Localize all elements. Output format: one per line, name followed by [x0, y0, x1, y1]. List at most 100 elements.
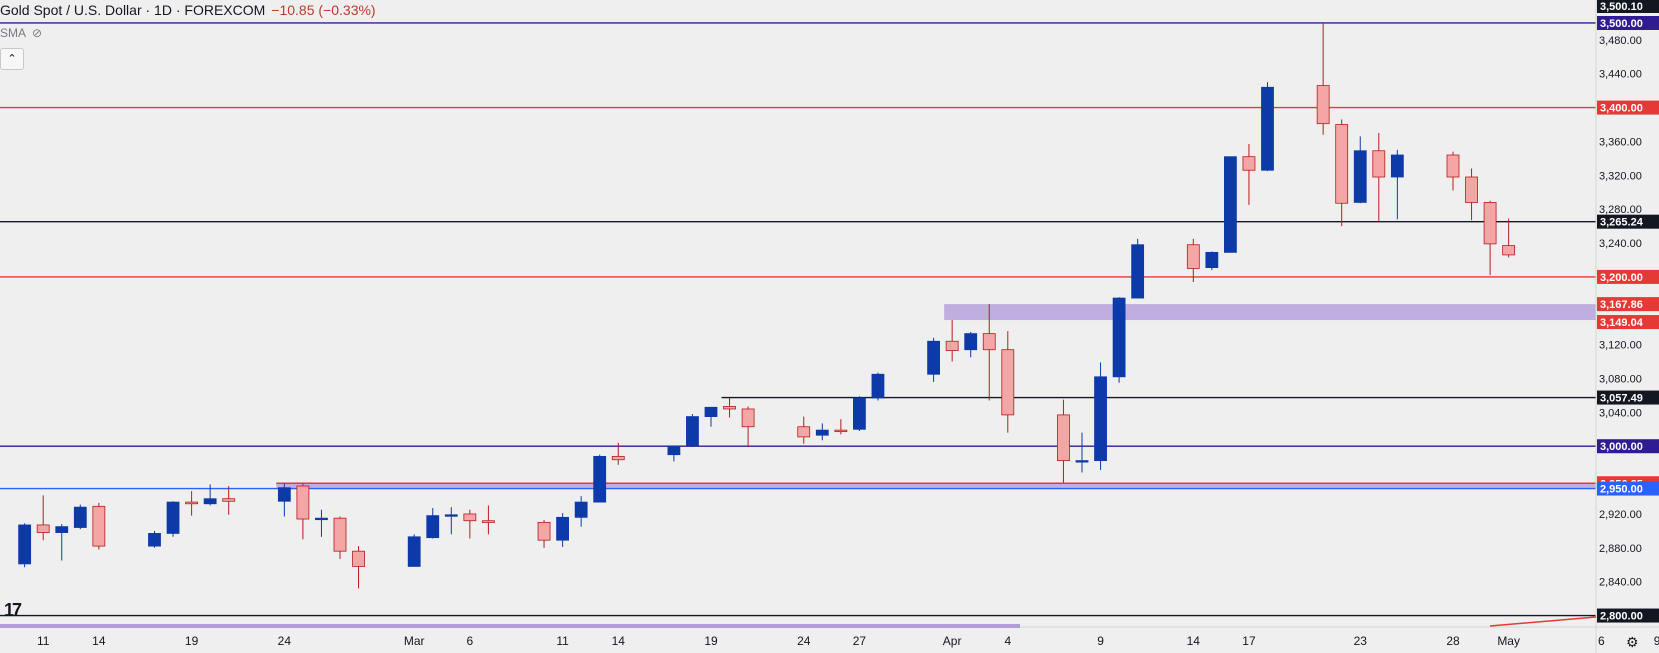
price-label: 3,265.24	[1600, 217, 1644, 229]
zone-band	[276, 483, 1659, 489]
time-tick-label: 24	[797, 634, 811, 648]
candle-body	[574, 501, 588, 518]
time-tick-label: 6	[1598, 634, 1605, 648]
time-tick-label: 9	[1654, 634, 1659, 648]
candle-body	[815, 429, 829, 436]
price-label: 3,400.00	[1600, 103, 1643, 115]
chevron-up-icon: ⌃	[7, 53, 17, 65]
time-tick-label: 24	[278, 634, 292, 648]
price-label-bg	[1597, 608, 1659, 623]
candle-body	[1186, 244, 1200, 269]
indicator-legend: SMA ⊘	[0, 26, 42, 40]
price-label-bg	[1597, 214, 1659, 229]
price-tick-label: 3,360.00	[1599, 136, 1642, 148]
indicator-name[interactable]: SMA	[0, 26, 27, 40]
time-tick-label: 28	[1446, 634, 1460, 648]
price-label-bg	[1597, 100, 1659, 115]
time-tick-label: 14	[612, 634, 626, 648]
candle-body	[92, 505, 106, 547]
price-change: −10.85 (−0.33%)	[271, 2, 376, 18]
candle-body	[853, 397, 866, 430]
candle-body	[1446, 154, 1460, 178]
candle-body	[964, 333, 978, 351]
time-tick-label: Mar	[404, 634, 425, 648]
time-tick-label: 11	[37, 634, 50, 648]
price-label: 3,200.00	[1600, 272, 1643, 284]
price-tick-label: 3,440.00	[1599, 69, 1642, 81]
price-tick-label: 3,320.00	[1599, 170, 1642, 182]
candle-body	[704, 406, 718, 417]
time-tick-label: May	[1497, 634, 1520, 648]
price-label-bg	[1597, 269, 1659, 284]
candle-body	[463, 513, 477, 522]
candles-layer	[18, 22, 1516, 589]
chart-header: Gold Spot / U.S. Dollar · 1D · FOREXCOM −…	[0, 2, 376, 18]
candle-body	[834, 429, 848, 433]
price-label-bg	[1597, 315, 1659, 330]
candle-body	[982, 333, 996, 351]
symbol-title[interactable]: Gold Spot / U.S. Dollar · 1D · FOREXCOM	[0, 2, 266, 18]
time-tick-label: Apr	[943, 634, 962, 648]
candle-body	[352, 550, 365, 567]
candle-body	[36, 524, 50, 533]
candle-body	[1001, 349, 1015, 416]
time-axis: 11 14 19 24 Mar 6 11 14 19 24 27 Apr 4 9 14 17 23 28 May 6 9…	[37, 634, 1659, 648]
time-tick-label: 14	[92, 634, 106, 648]
price-axis: 3,480.00 3,440.00 3,360.00 3,320.00 3,280.00…	[1599, 35, 1642, 589]
price-tick-label: 3,240.00	[1599, 238, 1642, 250]
price-tick-label: 2,920.00	[1599, 509, 1642, 521]
candle-body	[871, 373, 885, 399]
trend-line-fragment	[1489, 616, 1597, 627]
candle-body	[426, 515, 440, 539]
candle-body	[927, 340, 940, 375]
candle-body	[945, 340, 959, 351]
candle-body	[296, 485, 310, 520]
price-tick-label: 2,840.00	[1599, 577, 1642, 589]
candle-body	[667, 445, 681, 456]
candle-body	[1483, 202, 1497, 245]
settings-icon[interactable]: ⚙	[1626, 634, 1639, 650]
zones-layer	[276, 304, 1659, 489]
price-label: 3,500.00	[1600, 18, 1643, 30]
candle-body	[1502, 245, 1516, 256]
eye-hidden-icon[interactable]: ⊘	[32, 26, 43, 40]
candle-body	[407, 536, 421, 567]
candle-body	[166, 501, 180, 534]
candle-body	[723, 406, 736, 410]
price-label: 2,800.00	[1600, 611, 1643, 623]
time-tick-label: 4	[1004, 634, 1011, 648]
price-tick-label: 3,480.00	[1599, 35, 1642, 47]
candle-body	[1094, 376, 1107, 462]
candle-body	[1372, 150, 1386, 178]
price-label: 3,500.10	[1600, 1, 1643, 13]
candle-body	[18, 524, 32, 565]
candle-body	[1390, 154, 1404, 178]
price-tick-label: 3,120.00	[1599, 340, 1642, 352]
price-label-bg	[1597, 0, 1659, 13]
candle-body	[1224, 156, 1237, 253]
candle-body	[741, 408, 755, 428]
price-label: 3,000.00	[1600, 441, 1643, 453]
candle-body	[203, 498, 217, 505]
time-tick-label: 11	[556, 634, 569, 648]
candle-body	[1261, 86, 1274, 171]
price-tick-label: 3,080.00	[1599, 373, 1642, 385]
time-tick-label: 27	[853, 634, 867, 648]
candle-body	[1112, 297, 1126, 378]
price-tick-label: 3,040.00	[1599, 407, 1642, 419]
candle-body	[444, 514, 458, 517]
candle-body	[315, 517, 328, 521]
collapse-legend-button[interactable]: ⌃	[0, 48, 24, 70]
price-label-bg	[1597, 297, 1659, 312]
candle-body	[1242, 156, 1256, 171]
candle-body	[148, 533, 161, 547]
price-label-bg	[1597, 390, 1659, 405]
candle-body	[1353, 150, 1367, 203]
candle-body	[556, 516, 569, 541]
time-tick-label: 17	[1242, 634, 1256, 648]
zone-strip	[0, 624, 1020, 628]
candle-body	[611, 455, 625, 461]
time-tick-label: 19	[185, 634, 199, 648]
candle-body	[1075, 460, 1089, 463]
